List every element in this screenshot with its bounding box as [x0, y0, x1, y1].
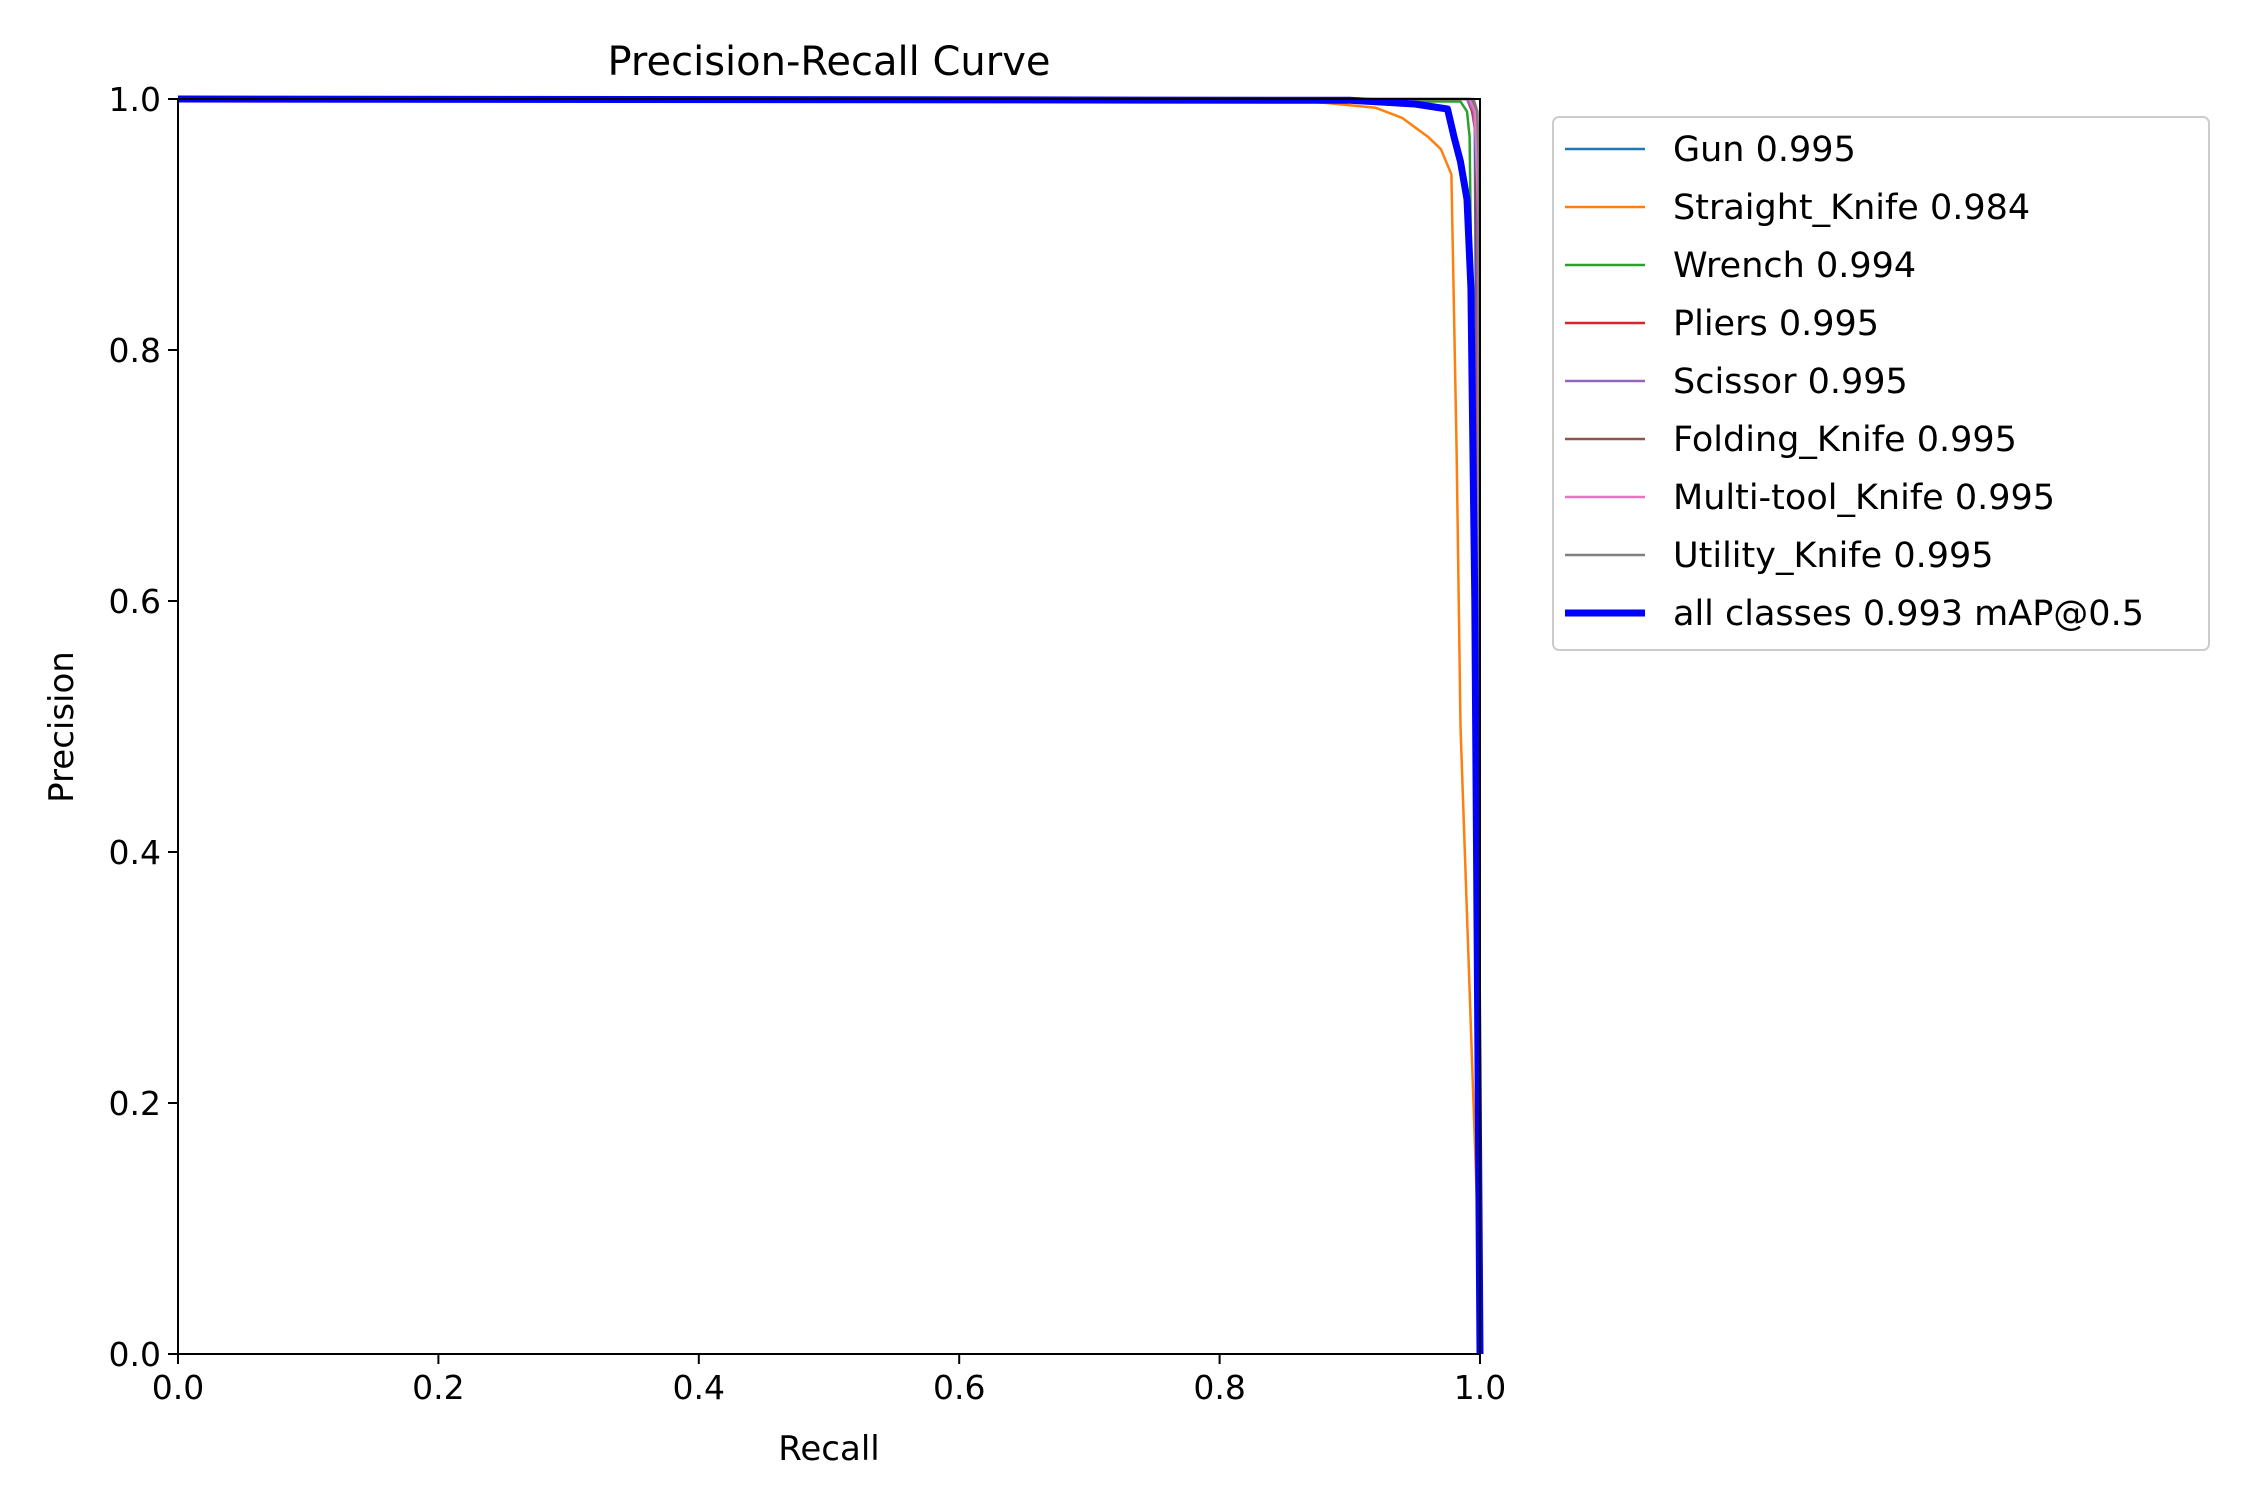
- legend-series-value: 0.995: [1893, 536, 1993, 576]
- legend-label: Folding_Knife 0.995: [1673, 420, 2017, 460]
- y-tick-label: 1.0: [109, 80, 161, 119]
- legend-label: all classes 0.993 mAP@0.5: [1673, 594, 2144, 634]
- x-tick-label: 1.0: [1454, 1368, 1506, 1407]
- chart-title: Precision-Recall Curve: [608, 39, 1051, 85]
- legend-label: Gun 0.995: [1673, 130, 1856, 170]
- legend-series-value: 0.995: [1917, 420, 2017, 460]
- y-tick-label: 0.6: [109, 582, 161, 621]
- x-tick-label: 0.2: [412, 1368, 464, 1407]
- legend: Gun 0.995 Straight_Knife 0.984 Wrench 0.99…: [1552, 116, 2210, 651]
- legend-box: [1552, 116, 2210, 651]
- legend-label: Scissor 0.995: [1673, 362, 1908, 402]
- x-tick-label: 0.4: [673, 1368, 725, 1407]
- legend-series-value: 0.995: [1955, 478, 2055, 518]
- legend-label: Wrench 0.994: [1673, 246, 1916, 286]
- y-tick-label: 0.2: [109, 1084, 161, 1123]
- legend-series-value: 0.995: [1779, 304, 1879, 344]
- legend-label: Pliers 0.995: [1673, 304, 1879, 344]
- x-tick-label: 0.6: [933, 1368, 985, 1407]
- y-tick-label: 0.4: [109, 833, 161, 872]
- legend-series-name: Utility_Knife: [1673, 536, 1882, 576]
- y-axis: 0.0 0.2 0.4 0.6 0.8 1.0: [109, 80, 178, 1374]
- legend-entries: Gun 0.995 Straight_Knife 0.984 Wrench 0.99…: [1565, 130, 2144, 634]
- x-tick-label: 0.8: [1193, 1368, 1245, 1407]
- legend-series-name: Straight_Knife: [1673, 188, 1919, 228]
- legend-series-name: Gun: [1673, 130, 1745, 170]
- legend-label: Straight_Knife 0.984: [1673, 188, 2030, 228]
- legend-series-value: 0.993 mAP@0.5: [1863, 594, 2144, 634]
- legend-series-value: 0.995: [1756, 130, 1856, 170]
- legend-series-value: 0.995: [1808, 362, 1908, 402]
- x-tick-label: 0.0: [152, 1368, 204, 1407]
- legend-series-name: Scissor: [1673, 362, 1797, 402]
- plot-frame: [177, 98, 1481, 1355]
- legend-series-name: all classes: [1673, 594, 1852, 634]
- y-axis-label: Precision: [42, 651, 82, 803]
- legend-label: Utility_Knife 0.995: [1673, 536, 1994, 576]
- x-axis: 0.0 0.2 0.4 0.6 0.8 1.0: [152, 1354, 1506, 1407]
- legend-series-name: Pliers: [1673, 304, 1768, 344]
- legend-series-name: Multi-tool_Knife: [1673, 478, 1944, 518]
- x-axis-label: Recall: [778, 1429, 879, 1469]
- y-tick-label: 0.0: [109, 1335, 161, 1374]
- series-line-all-classes: [177, 95, 1484, 1355]
- plot-area: [177, 95, 1484, 1355]
- legend-series-value: 0.994: [1816, 246, 1916, 286]
- legend-label: Multi-tool_Knife 0.995: [1673, 478, 2055, 518]
- legend-series-name: Wrench: [1673, 246, 1805, 286]
- legend-series-value: 0.984: [1930, 188, 2030, 228]
- y-tick-label: 0.8: [109, 331, 161, 370]
- legend-series-name: Folding_Knife: [1673, 420, 1906, 460]
